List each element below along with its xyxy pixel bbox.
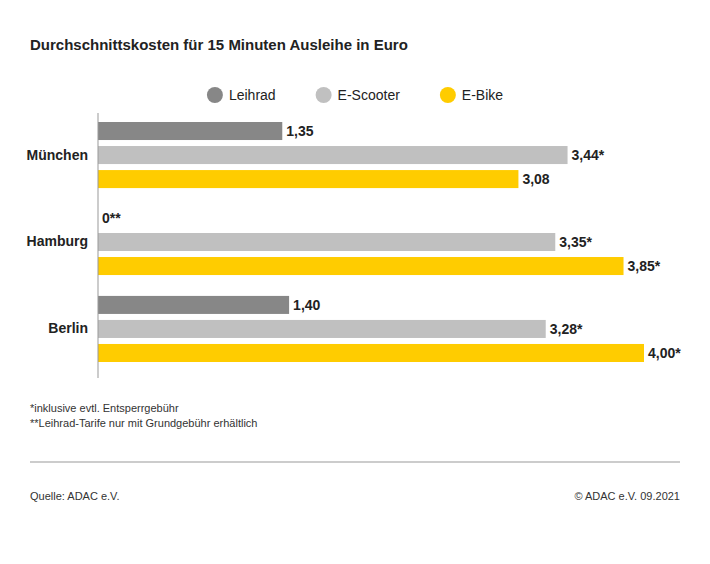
legend-item: E-Bike: [440, 87, 503, 103]
y-tick-label: Hamburg: [27, 233, 88, 249]
bar: [98, 344, 644, 362]
legend-marker: [316, 87, 332, 103]
data-label: 3,08: [522, 171, 549, 187]
data-label: 0**: [102, 210, 121, 226]
y-tick: Berlin: [48, 320, 88, 336]
copyright: © ADAC e.V. 09.2021: [574, 490, 680, 502]
legend-marker: [440, 87, 456, 103]
legend-item: Leihrad: [207, 87, 276, 103]
footnote: **Leihrad-Tarife nur mit Grundgebühr erh…: [30, 417, 257, 429]
data-label: 1,40: [293, 297, 320, 313]
data-label: 1,35: [286, 123, 313, 139]
bar: [98, 122, 282, 140]
data-label: 4,00*: [648, 345, 681, 361]
bar: [98, 170, 518, 188]
bar: [98, 296, 289, 314]
bar: [98, 257, 624, 275]
data-labels: 1,35 0** 1,40 3,44* 3,35* 3,28* 3,08 3,85* 4,00*: [102, 123, 681, 361]
chart: Durchschnittskosten für 15 Minuten Ausle…: [0, 0, 710, 564]
legend-label: Leihrad: [229, 87, 276, 103]
data-label: 3,44*: [572, 147, 605, 163]
data-label: 3,28*: [550, 321, 583, 337]
separator: [30, 461, 680, 463]
source: Quelle: ADAC e.V.: [30, 490, 119, 502]
y-tick: München: [27, 147, 88, 163]
bar: [98, 146, 568, 164]
bar: [98, 233, 555, 251]
y-tick: Hamburg: [27, 233, 88, 249]
legend-marker: [207, 87, 223, 103]
data-label: 3,85*: [628, 258, 661, 274]
annotations: *inklusive evtl. Entsperrgebühr **Leihrad…: [30, 402, 680, 502]
footnote: *inklusive evtl. Entsperrgebühr: [30, 402, 179, 414]
legend: Leihrad E-Scooter E-Bike: [207, 87, 503, 103]
y-axis-line: [98, 113, 99, 378]
title: Durchschnittskosten für 15 Minuten Ausle…: [30, 36, 408, 53]
data-label: 3,35*: [559, 234, 592, 250]
legend-label: E-Bike: [462, 87, 503, 103]
y-axis: München Hamburg Berlin: [27, 113, 98, 378]
legend-label: E-Scooter: [338, 87, 401, 103]
y-tick-label: München: [27, 147, 88, 163]
bar: [98, 320, 546, 338]
bars: [98, 122, 644, 362]
legend-item: E-Scooter: [316, 87, 401, 103]
y-tick-label: Berlin: [48, 320, 88, 336]
